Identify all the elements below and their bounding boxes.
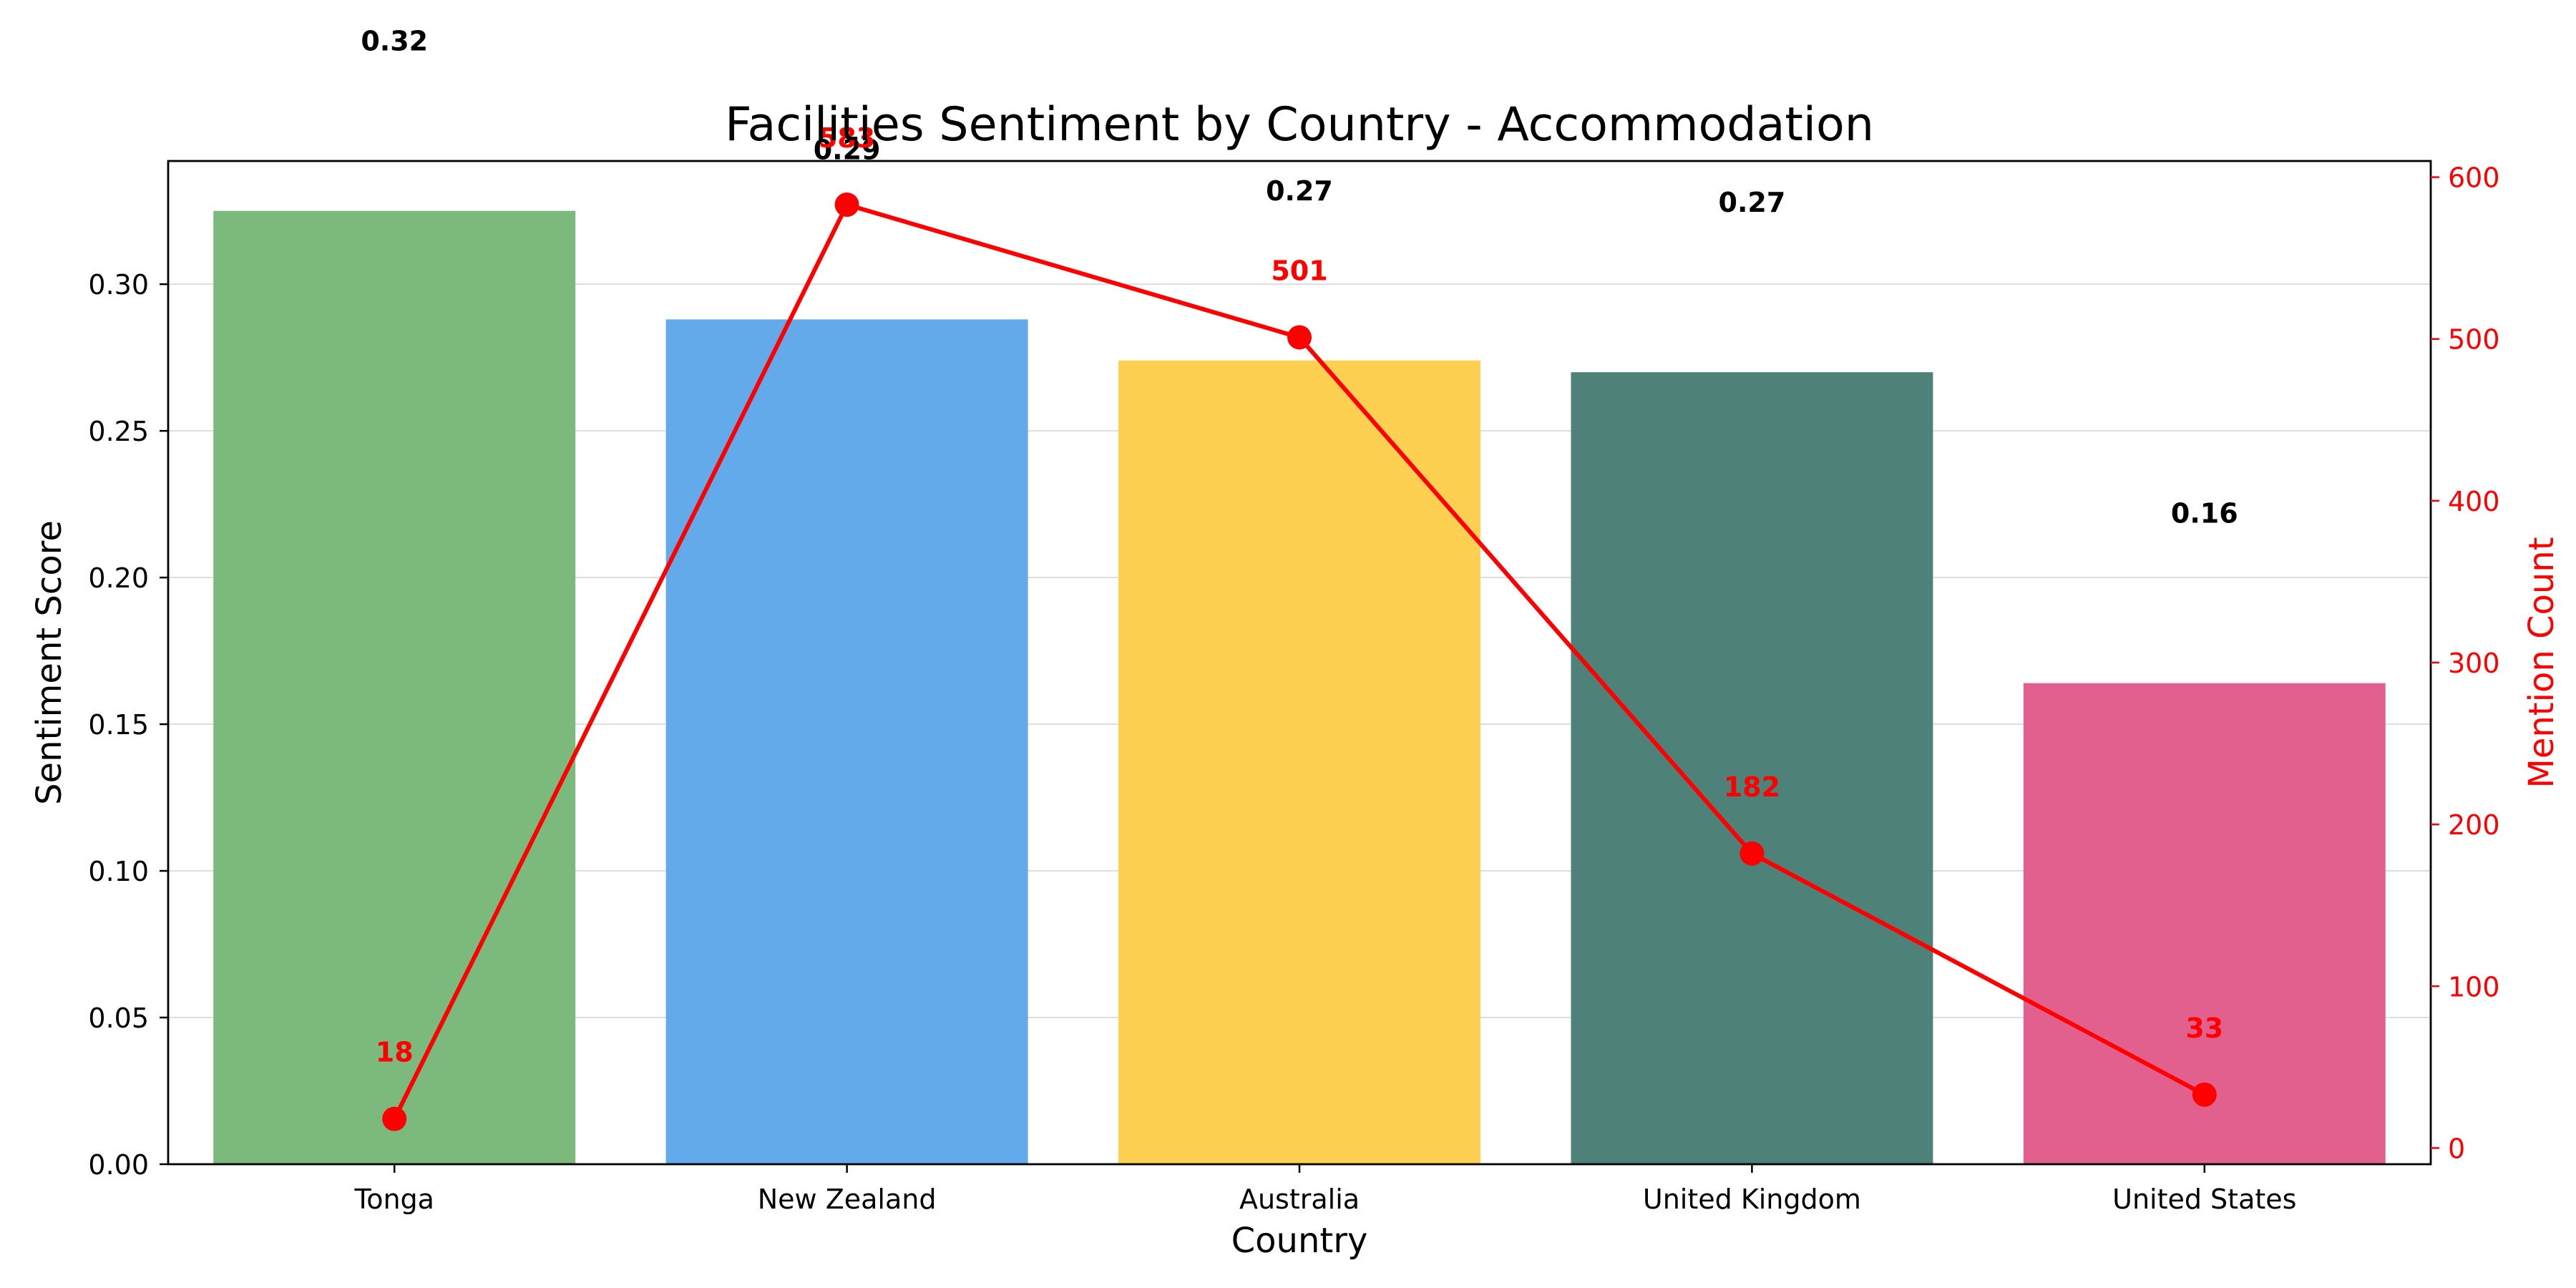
line-marker bbox=[1287, 325, 1312, 350]
y2-tick-label: 100 bbox=[2448, 971, 2500, 1002]
bar bbox=[665, 319, 1028, 1164]
axes bbox=[160, 160, 2439, 1173]
x-tick-label: United Kingdom bbox=[1643, 1184, 1861, 1215]
y2-tick-label: 400 bbox=[2448, 486, 2500, 517]
y-tick-label: 0.30 bbox=[88, 269, 149, 301]
line-marker bbox=[2192, 1082, 2217, 1107]
bar-value-label: 0.32 bbox=[361, 26, 428, 57]
y-tick-label: 0.25 bbox=[88, 416, 149, 447]
y2-axis-label: Mention Count bbox=[2522, 537, 2562, 788]
y-axis-label: Sentiment Score bbox=[29, 520, 69, 805]
y-tick-label: 0.15 bbox=[88, 709, 149, 741]
x-tick-label: United States bbox=[2112, 1184, 2296, 1215]
y-tick-label: 0.05 bbox=[88, 1002, 149, 1034]
bar-value-label: 0.16 bbox=[2171, 498, 2238, 530]
line-value-label: 182 bbox=[1724, 771, 1780, 803]
y2-tick-label: 300 bbox=[2448, 648, 2500, 679]
y-tick-label: 0.20 bbox=[88, 562, 149, 594]
bar bbox=[1571, 372, 1933, 1164]
x-axis-label: Country bbox=[1231, 1221, 1368, 1261]
y-tick-label: 0.00 bbox=[88, 1149, 149, 1181]
bar-value-label: 0.29 bbox=[814, 134, 881, 165]
x-tick-label: Tonga bbox=[353, 1184, 434, 1215]
line-marker bbox=[382, 1106, 407, 1131]
y-tick-label: 0.10 bbox=[88, 856, 149, 887]
line-value-label: 18 bbox=[376, 1037, 414, 1068]
tick-labels: 0.00 0.05 0.10 0.15 0.20 0.25 0.30 0 100 200 300 40… bbox=[88, 162, 2499, 1215]
y2-tick-label: 0 bbox=[2448, 1133, 2465, 1164]
line-series bbox=[382, 192, 2217, 1131]
x-tick-label: Australia bbox=[1239, 1184, 1360, 1215]
bar-value-label: 0.27 bbox=[1266, 175, 1333, 207]
y2-tick-label: 200 bbox=[2448, 809, 2500, 841]
bar bbox=[213, 210, 576, 1164]
line-marker bbox=[834, 192, 859, 218]
bar bbox=[1118, 360, 1480, 1164]
bar-value-label: 0.27 bbox=[1719, 187, 1786, 218]
line-value-label: 501 bbox=[1271, 255, 1327, 286]
bar-series bbox=[213, 210, 2386, 1164]
chart-title: Facilities Sentiment by Country - Accomm… bbox=[725, 98, 1874, 152]
line-marker bbox=[1740, 841, 1765, 866]
y2-tick-label: 600 bbox=[2448, 162, 2500, 194]
data-labels: 0.32 0.29 0.27 0.27 0.16 18 583 501 182 33 bbox=[361, 26, 2238, 1068]
line-value-label: 33 bbox=[2185, 1013, 2223, 1044]
y2-tick-label: 500 bbox=[2448, 324, 2500, 356]
x-tick-label: New Zealand bbox=[758, 1184, 937, 1215]
line-value-label: 583 bbox=[819, 122, 875, 154]
